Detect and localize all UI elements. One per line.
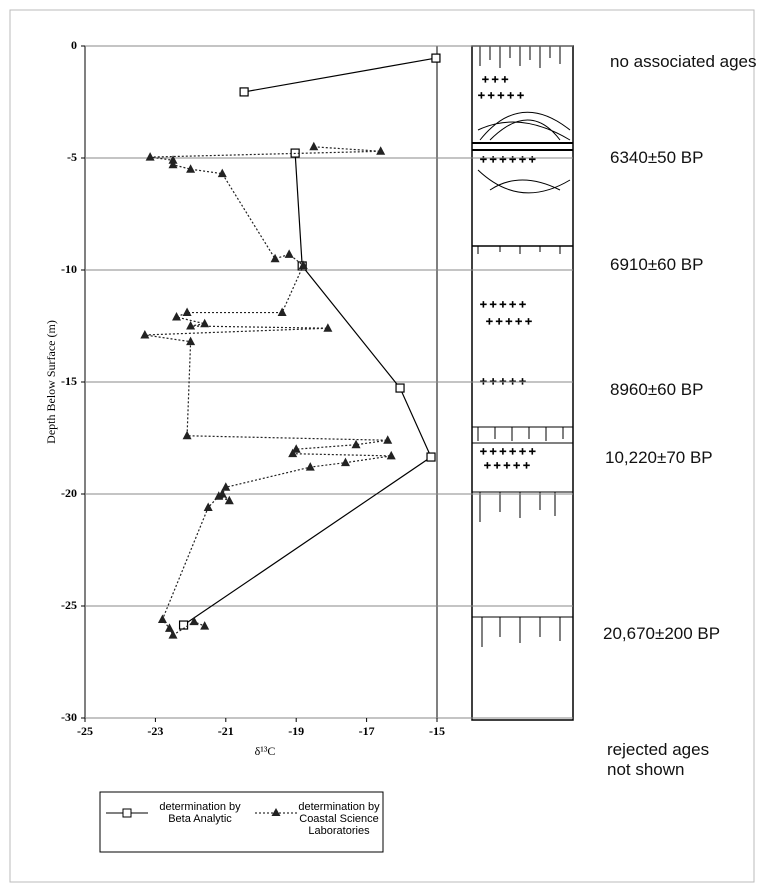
column-label: 20,670±200 BP — [603, 624, 721, 643]
marker — [270, 253, 280, 263]
marker — [288, 448, 298, 458]
svg-text:+ + + + +: + + + + + — [480, 297, 526, 311]
marker — [323, 323, 333, 332]
svg-text:+ + + + + +: + + + + + + — [480, 152, 536, 166]
y-tick-label: -5 — [67, 150, 77, 164]
marker — [426, 452, 436, 462]
y-tick-label: -15 — [61, 374, 77, 388]
marker — [224, 495, 234, 505]
marker — [157, 614, 167, 623]
marker — [305, 462, 315, 471]
column-label: no associated ages — [610, 52, 757, 71]
y-axis-label: Depth Below Surface (m) — [44, 320, 58, 444]
marker — [291, 444, 301, 453]
column-label: 6910±60 BP — [610, 255, 704, 274]
y-tick-label: -30 — [61, 710, 77, 724]
marker — [351, 439, 361, 449]
marker — [298, 260, 308, 270]
svg-text:+ + + + +: + + + + + — [480, 374, 526, 388]
marker — [214, 491, 224, 500]
series-line — [183, 57, 437, 626]
marker — [376, 146, 386, 155]
marker — [217, 168, 227, 178]
legend-swatch — [271, 808, 281, 816]
strat-column: + + + + + + + + + + + + + + + + + + + + … — [471, 45, 574, 721]
marker — [203, 502, 213, 511]
svg-text:+ + + + +: + + + + + — [484, 458, 530, 472]
y-tick-label: -25 — [61, 598, 77, 612]
y-tick-label: 0 — [71, 38, 77, 52]
marker — [182, 430, 192, 440]
marker — [186, 336, 196, 346]
x-axis-label: δ¹³C — [255, 744, 276, 758]
legend-label: determination by Coastal Science Laborat… — [298, 801, 380, 837]
marker — [168, 630, 178, 639]
svg-text:+ + + + +: + + + + + — [478, 88, 524, 102]
marker — [340, 457, 350, 467]
legend — [99, 791, 384, 853]
marker — [395, 383, 405, 393]
marker — [168, 159, 178, 169]
x-tick-label: -25 — [77, 724, 93, 738]
marker — [386, 450, 396, 460]
x-tick-label: -21 — [218, 724, 234, 738]
marker — [431, 53, 441, 63]
y-tick-label: -20 — [61, 486, 77, 500]
marker — [182, 307, 192, 317]
marker — [140, 329, 150, 339]
marker — [200, 621, 210, 630]
series-line — [144, 146, 392, 636]
x-tick-label: -23 — [147, 724, 163, 738]
x-tick-label: -19 — [288, 724, 304, 738]
column-label: 8960±60 BP — [610, 380, 704, 399]
y-tick-label: -10 — [61, 262, 77, 276]
x-tick-label: -15 — [429, 724, 445, 738]
marker — [284, 249, 294, 258]
svg-text:+ + +: + + + — [482, 72, 509, 86]
legend-label: determination by Beta Analytic — [159, 801, 241, 825]
column-label: 10,220±70 BP — [605, 448, 713, 467]
marker — [186, 321, 196, 330]
frame — [9, 9, 755, 883]
marker — [164, 623, 174, 632]
marker — [145, 152, 155, 161]
marker — [383, 435, 393, 444]
legend-swatch — [122, 808, 132, 818]
column-label: rejected ages not shown — [607, 740, 710, 779]
marker — [239, 87, 249, 97]
marker — [221, 482, 231, 491]
x-tick-label: -17 — [359, 724, 375, 738]
marker — [309, 141, 319, 151]
marker — [168, 155, 178, 164]
marker — [172, 312, 182, 321]
svg-text:+ + + + +: + + + + + — [486, 314, 532, 328]
marker — [189, 616, 199, 626]
marker — [277, 307, 287, 317]
marker — [186, 164, 196, 173]
svg-text:+ + + + + +: + + + + + + — [480, 444, 536, 458]
marker — [200, 318, 210, 328]
column-label: 6340±50 BP — [610, 148, 704, 167]
